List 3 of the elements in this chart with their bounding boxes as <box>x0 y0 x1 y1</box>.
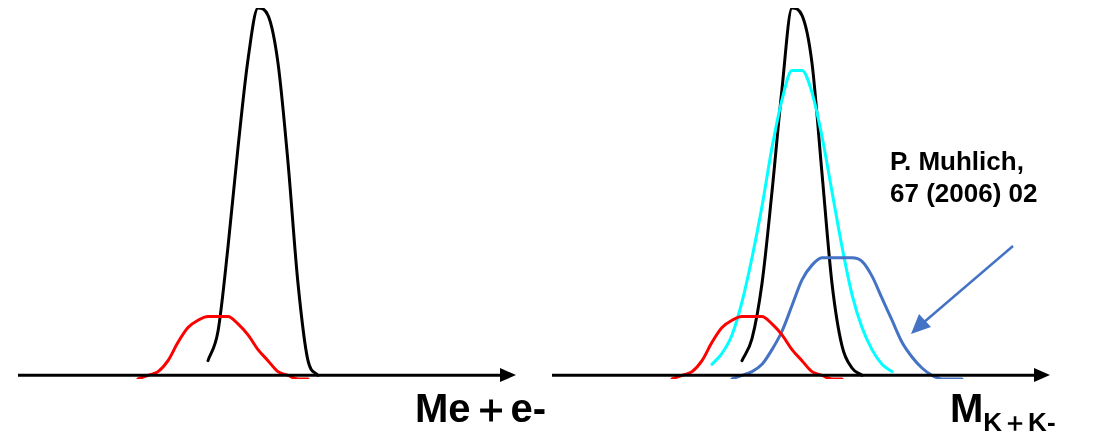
x-axis-title: M$_{K＋K-}$ <box>950 386 1056 439</box>
x-axis-title: Me＋e- <box>415 386 547 430</box>
annotation: P. Muhlich, 67 (2006) 02 <box>890 145 1038 209</box>
